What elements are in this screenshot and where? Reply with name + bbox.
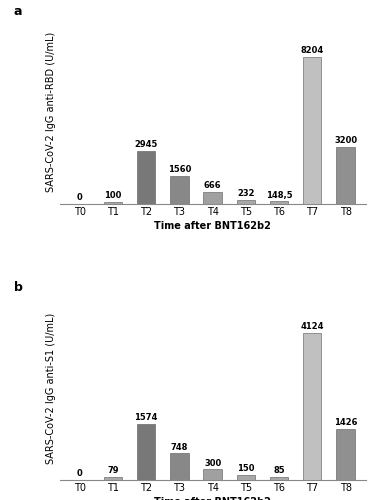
X-axis label: Time after BNT162b2: Time after BNT162b2 bbox=[154, 497, 271, 500]
Bar bbox=[137, 424, 155, 480]
Text: a: a bbox=[14, 6, 22, 18]
Bar bbox=[270, 202, 288, 204]
Bar bbox=[237, 200, 255, 204]
Text: 85: 85 bbox=[273, 466, 285, 475]
Text: 1560: 1560 bbox=[168, 165, 191, 174]
Y-axis label: SARS-CoV-2 IgG anti-RBD (U/mL): SARS-CoV-2 IgG anti-RBD (U/mL) bbox=[46, 32, 56, 192]
Bar bbox=[270, 477, 288, 480]
Text: 1574: 1574 bbox=[134, 413, 158, 422]
Text: 232: 232 bbox=[237, 189, 255, 198]
Text: 3200: 3200 bbox=[334, 136, 357, 145]
Bar bbox=[336, 429, 355, 480]
Text: 1426: 1426 bbox=[334, 418, 357, 428]
Text: b: b bbox=[14, 282, 23, 294]
Bar bbox=[336, 146, 355, 204]
Bar bbox=[203, 192, 222, 204]
Bar bbox=[303, 57, 322, 204]
X-axis label: Time after BNT162b2: Time after BNT162b2 bbox=[154, 221, 271, 231]
Y-axis label: SARS-CoV-2 IgG anti-S1 (U/mL): SARS-CoV-2 IgG anti-S1 (U/mL) bbox=[46, 312, 56, 464]
Text: 8204: 8204 bbox=[301, 46, 324, 55]
Bar bbox=[203, 470, 222, 480]
Text: 0: 0 bbox=[77, 193, 82, 202]
Bar bbox=[170, 454, 188, 480]
Bar bbox=[137, 151, 155, 204]
Text: 300: 300 bbox=[204, 458, 221, 468]
Text: 666: 666 bbox=[204, 182, 222, 190]
Bar bbox=[237, 474, 255, 480]
Text: 148,5: 148,5 bbox=[266, 190, 292, 200]
Text: 2945: 2945 bbox=[134, 140, 158, 149]
Bar bbox=[104, 477, 122, 480]
Bar bbox=[303, 333, 322, 480]
Text: 0: 0 bbox=[77, 469, 82, 478]
Text: 4124: 4124 bbox=[301, 322, 324, 331]
Bar bbox=[104, 202, 122, 204]
Text: 748: 748 bbox=[171, 442, 188, 452]
Text: 79: 79 bbox=[107, 466, 119, 475]
Bar bbox=[170, 176, 188, 204]
Text: 150: 150 bbox=[237, 464, 255, 473]
Text: 100: 100 bbox=[104, 192, 122, 200]
